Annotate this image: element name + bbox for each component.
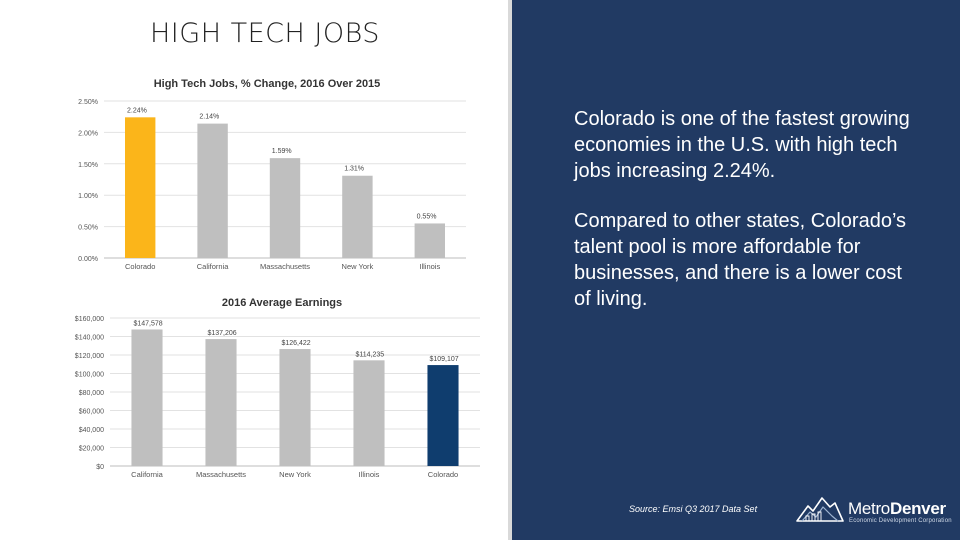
data-label-massachusetts: 1.59% — [272, 148, 292, 155]
chart-svg-1: High Tech Jobs, % Change, 2016 Over 2015… — [78, 78, 466, 271]
y-tick-label: $120,000 — [75, 353, 104, 360]
data-label-colorado: $109,107 — [429, 356, 458, 363]
bar-massachusetts — [269, 158, 301, 258]
x-tick-label-california: California — [197, 262, 230, 271]
x-tick-label-illinois: Illinois — [419, 262, 440, 271]
y-tick-label: 1.00% — [78, 193, 98, 200]
data-label-california: 2.14% — [199, 114, 219, 121]
panel-paragraph-growth: Colorado is one of the fastest growing e… — [574, 108, 910, 182]
x-tick-label-new-york: New York — [279, 470, 311, 479]
data-label-illinois: $114,235 — [355, 351, 384, 358]
chart-title: 2016 Average Earnings — [222, 297, 342, 309]
y-tick-label: $140,000 — [75, 335, 104, 342]
x-tick-label-colorado: Colorado — [428, 470, 458, 479]
bar-new-york — [342, 175, 373, 258]
y-tick-label: $100,000 — [75, 372, 104, 379]
y-tick-label: $40,000 — [79, 427, 104, 434]
metro-denver-logo: MetroDenver Economic Development Corpora… — [796, 494, 952, 528]
bar-colorado — [124, 117, 156, 258]
y-tick-label: $60,000 — [79, 409, 104, 416]
bar-california — [131, 329, 163, 466]
chart-svg-2: 2016 Average Earnings $0 $20,000 $40,000 $60… — [75, 297, 480, 479]
average-earnings-chart: 2016 Average Earnings $0 $20,000 $40,000 $60… — [62, 292, 480, 488]
bar-illinois — [353, 360, 385, 466]
data-label-new-york: 1.31% — [344, 166, 364, 173]
bar-california — [197, 123, 228, 258]
y-tick-label: 2.00% — [78, 130, 98, 137]
logo-tagline: Economic Development Corporation — [849, 518, 952, 524]
y-tick-label: 2.50% — [78, 99, 98, 106]
panel-text: Colorado is one of the fastest growing e… — [574, 106, 924, 336]
bar-massachusetts — [205, 339, 237, 466]
x-tick-label-colorado: Colorado — [125, 262, 155, 271]
data-label-illinois: 0.55% — [417, 213, 437, 220]
bar-illinois — [414, 223, 446, 258]
bar-new-york — [279, 349, 311, 466]
y-tick-label: $160,000 — [75, 316, 104, 323]
data-label-massachusetts: $137,206 — [207, 330, 236, 337]
y-tick-label: 1.50% — [78, 162, 98, 169]
bar-colorado — [427, 365, 459, 466]
mountain-skyline-icon — [796, 497, 844, 522]
info-panel: Colorado is one of the fastest growing e… — [512, 0, 960, 540]
jobs-change-chart: High Tech Jobs, % Change, 2016 Over 2015… — [62, 74, 480, 274]
logo-wordmark: MetroDenver — [848, 499, 946, 518]
y-tick-label: $20,000 — [79, 446, 104, 453]
source-note: Source: Emsi Q3 2017 Data Set — [629, 504, 758, 514]
panel-paragraph-affordability: Compared to other states, Colorado’s tal… — [574, 210, 907, 310]
y-tick-label: 0.00% — [78, 256, 98, 263]
x-tick-label-illinois: Illinois — [359, 470, 380, 479]
data-label-colorado: 2.24% — [127, 107, 147, 114]
x-tick-label-massachusetts: Massachusetts — [196, 470, 246, 479]
y-tick-label: $0 — [96, 464, 104, 471]
chart-title: High Tech Jobs, % Change, 2016 Over 2015 — [154, 78, 381, 90]
panel-divider — [508, 0, 512, 540]
data-label-california: $147,578 — [133, 320, 162, 327]
data-label-new-york: $126,422 — [281, 340, 310, 347]
x-tick-label-new-york: New York — [342, 262, 374, 271]
x-tick-label-massachusetts: Massachusetts — [260, 262, 310, 271]
y-tick-label: $80,000 — [79, 390, 104, 397]
y-tick-label: 0.50% — [78, 225, 98, 232]
slide-title: HIGH TECH JOBS — [150, 18, 380, 49]
x-tick-label-california: California — [131, 470, 164, 479]
